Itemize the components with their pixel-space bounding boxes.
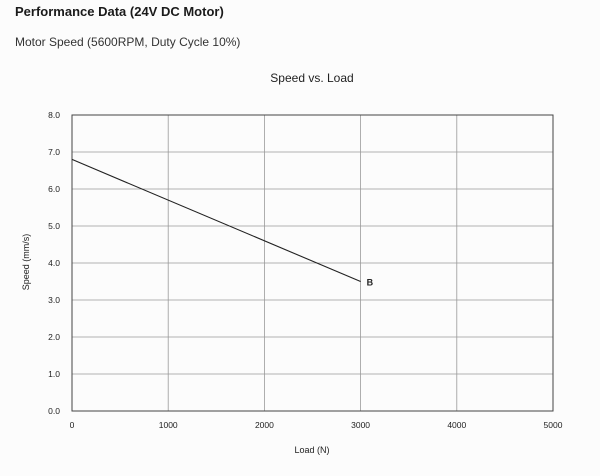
page-title: Performance Data (24V DC Motor)	[15, 4, 224, 19]
x-tick-label: 0	[70, 420, 75, 430]
y-tick-labels: 0.0 1.0 2.0 3.0 4.0 5.0 6.0 7.0 8.0	[48, 110, 60, 416]
chart-title: Speed vs. Load	[270, 71, 353, 85]
x-tick-label: 2000	[255, 420, 274, 430]
page-subtitle: Motor Speed (5600RPM, Duty Cycle 10%)	[15, 35, 241, 49]
series-end-label: B	[367, 278, 374, 288]
x-tick-label: 5000	[544, 420, 563, 430]
y-tick-label: 6.0	[48, 184, 60, 194]
series-line	[71, 158, 361, 283]
x-tick-labels: 0 1000 2000 3000 4000 5000	[70, 420, 563, 430]
plot-frame	[71, 114, 554, 412]
y-tick-label: 0.0	[48, 406, 60, 416]
x-tick-label: 4000	[447, 420, 466, 430]
x-tick-label: 1000	[159, 420, 178, 430]
y-tick-label: 2.0	[48, 332, 60, 342]
y-tick-label: 7.0	[48, 147, 60, 157]
x-axis-label: Load (N)	[294, 445, 329, 455]
grid	[71, 114, 554, 412]
y-tick-label: 3.0	[48, 295, 60, 305]
y-axis-label: Speed (mm/s)	[21, 234, 31, 291]
y-tick-label: 4.0	[48, 258, 60, 268]
y-tick-label: 5.0	[48, 221, 60, 231]
series: B	[71, 158, 374, 288]
x-tick-label: 3000	[351, 420, 370, 430]
y-tick-label: 1.0	[48, 369, 60, 379]
y-tick-label: 8.0	[48, 110, 60, 120]
